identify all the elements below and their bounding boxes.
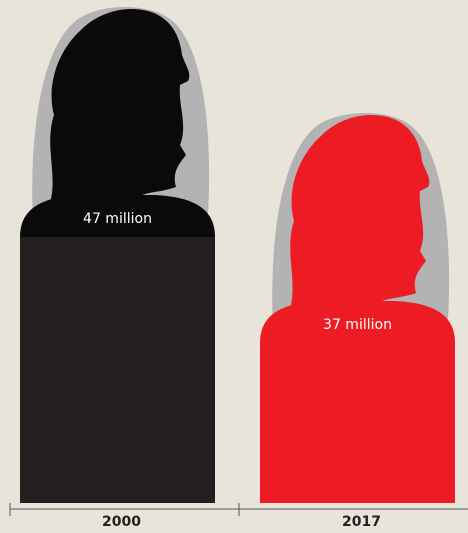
figure-body-shade xyxy=(20,237,215,503)
x-tick-label: 2017 xyxy=(342,514,381,530)
figure-head xyxy=(50,9,190,203)
figure: 47 million xyxy=(20,7,215,503)
figure-head xyxy=(290,114,430,309)
value-label: 47 million xyxy=(83,211,152,227)
value-label: 37 million xyxy=(323,317,392,333)
figure-body xyxy=(260,300,455,503)
figure: 37 million xyxy=(260,112,455,503)
x-tick-label: 2000 xyxy=(102,514,141,530)
